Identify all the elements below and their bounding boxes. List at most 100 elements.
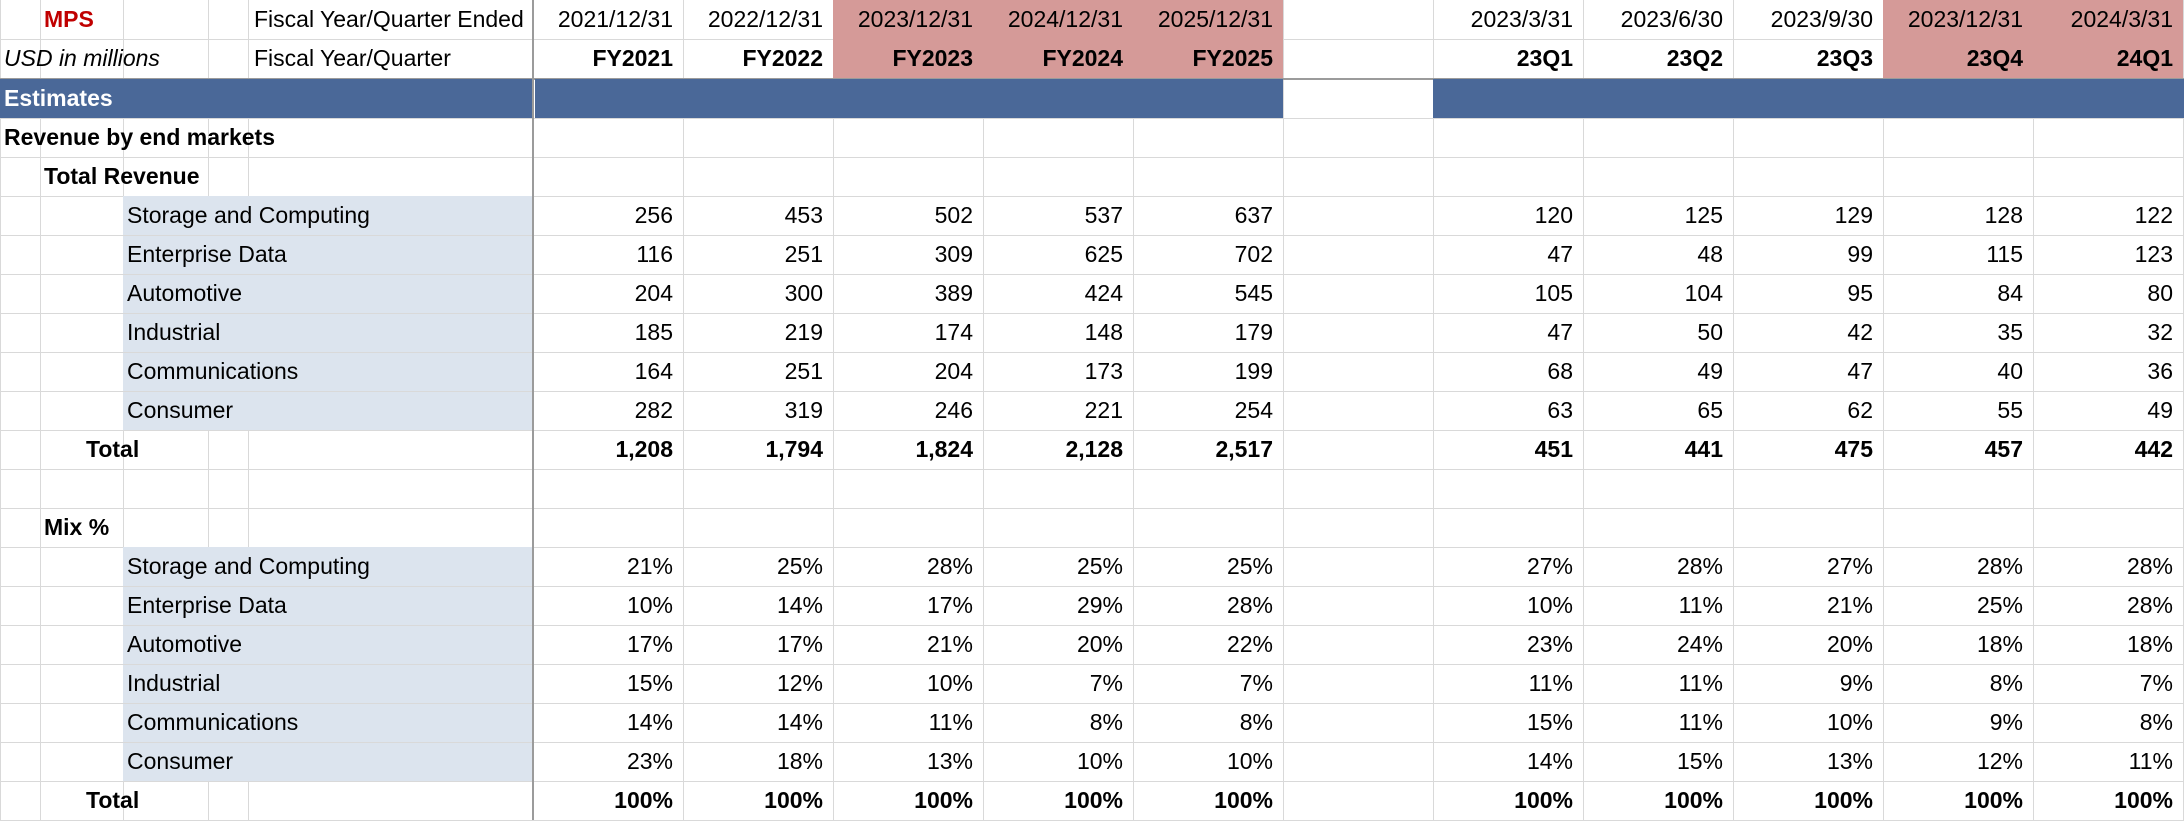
- value-cell[interactable]: 319: [784, 397, 823, 423]
- value-cell[interactable]: 23%: [1526, 631, 1573, 657]
- value-cell[interactable]: 49: [1697, 358, 1723, 384]
- value-cell[interactable]: 29%: [1076, 592, 1123, 618]
- value-cell[interactable]: 204: [934, 358, 973, 384]
- total-value-cell[interactable]: 100%: [614, 787, 673, 813]
- value-cell[interactable]: 105: [1534, 280, 1573, 306]
- value-cell[interactable]: 55: [1997, 397, 2023, 423]
- value-cell[interactable]: 125: [1684, 202, 1723, 228]
- total-value-cell[interactable]: 100%: [914, 787, 973, 813]
- total-value-cell[interactable]: 100%: [2114, 787, 2173, 813]
- total-value-cell[interactable]: 100%: [1964, 787, 2023, 813]
- total-value-cell[interactable]: 100%: [1514, 787, 1573, 813]
- value-cell[interactable]: 49: [2147, 397, 2173, 423]
- value-cell[interactable]: 251: [784, 358, 823, 384]
- value-cell[interactable]: 47: [1847, 358, 1873, 384]
- value-cell[interactable]: 15%: [626, 670, 673, 696]
- value-cell[interactable]: 99: [1847, 241, 1873, 267]
- value-cell[interactable]: 28%: [926, 553, 973, 579]
- value-cell[interactable]: 68: [1547, 358, 1573, 384]
- value-cell[interactable]: 199: [1234, 358, 1273, 384]
- value-cell[interactable]: 9%: [1989, 709, 2023, 735]
- value-cell[interactable]: 11%: [1678, 592, 1723, 618]
- value-cell[interactable]: 23%: [626, 748, 673, 774]
- value-cell[interactable]: 21%: [626, 553, 673, 579]
- column-period-header[interactable]: FY2024: [983, 39, 1133, 78]
- value-cell[interactable]: 251: [784, 241, 823, 267]
- value-cell[interactable]: 65: [1697, 397, 1723, 423]
- value-cell[interactable]: 20%: [1076, 631, 1123, 657]
- value-cell[interactable]: 545: [1234, 280, 1273, 306]
- total-value-cell[interactable]: 1,208: [615, 436, 673, 462]
- total-value-cell[interactable]: 1,824: [915, 436, 973, 462]
- column-period-header[interactable]: FY2021: [592, 45, 673, 71]
- value-cell[interactable]: 702: [1234, 241, 1273, 267]
- value-cell[interactable]: 25%: [1076, 553, 1123, 579]
- value-cell[interactable]: 115: [1986, 241, 2023, 267]
- value-cell[interactable]: 8%: [1089, 709, 1123, 735]
- value-cell[interactable]: 10%: [1226, 748, 1273, 774]
- value-cell[interactable]: 17%: [926, 592, 973, 618]
- value-cell[interactable]: 11%: [1528, 670, 1573, 696]
- column-period-header[interactable]: 23Q3: [1816, 45, 1873, 71]
- total-value-cell[interactable]: 442: [2134, 436, 2173, 462]
- value-cell[interactable]: 282: [634, 397, 673, 423]
- value-cell[interactable]: 256: [634, 202, 673, 228]
- value-cell[interactable]: 14%: [776, 709, 823, 735]
- column-date-header[interactable]: 2023/12/31: [833, 0, 983, 39]
- total-value-cell[interactable]: 100%: [1814, 787, 1873, 813]
- value-cell[interactable]: 80: [2147, 280, 2173, 306]
- value-cell[interactable]: 21%: [926, 631, 973, 657]
- column-date-header[interactable]: 2021/12/31: [557, 6, 673, 32]
- total-value-cell[interactable]: 2,128: [1065, 436, 1123, 462]
- column-date-header[interactable]: 2023/3/31: [1470, 6, 1573, 32]
- value-cell[interactable]: 17%: [626, 631, 673, 657]
- column-period-header[interactable]: 24Q1: [2033, 39, 2183, 78]
- value-cell[interactable]: 17%: [776, 631, 823, 657]
- value-cell[interactable]: 453: [784, 202, 823, 228]
- value-cell[interactable]: 11%: [1678, 670, 1723, 696]
- value-cell[interactable]: 164: [634, 358, 673, 384]
- value-cell[interactable]: 12%: [776, 670, 823, 696]
- total-value-cell[interactable]: 475: [1834, 436, 1873, 462]
- value-cell[interactable]: 625: [1084, 241, 1123, 267]
- value-cell[interactable]: 637: [1234, 202, 1273, 228]
- value-cell[interactable]: 25%: [1976, 592, 2023, 618]
- value-cell[interactable]: 219: [784, 319, 823, 345]
- value-cell[interactable]: 11%: [1678, 709, 1723, 735]
- value-cell[interactable]: 22%: [1226, 631, 1273, 657]
- value-cell[interactable]: 28%: [1226, 592, 1273, 618]
- value-cell[interactable]: 104: [1684, 280, 1723, 306]
- value-cell[interactable]: 309: [934, 241, 973, 267]
- value-cell[interactable]: 8%: [2139, 709, 2173, 735]
- value-cell[interactable]: 128: [1984, 202, 2023, 228]
- value-cell[interactable]: 32: [2147, 319, 2173, 345]
- value-cell[interactable]: 62: [1847, 397, 1873, 423]
- value-cell[interactable]: 18%: [2126, 631, 2173, 657]
- value-cell[interactable]: 14%: [776, 592, 823, 618]
- total-value-cell[interactable]: 451: [1534, 436, 1573, 462]
- value-cell[interactable]: 204: [634, 280, 673, 306]
- value-cell[interactable]: 18%: [776, 748, 823, 774]
- value-cell[interactable]: 122: [2134, 202, 2173, 228]
- value-cell[interactable]: 25%: [1226, 553, 1273, 579]
- value-cell[interactable]: 28%: [2126, 553, 2173, 579]
- value-cell[interactable]: 14%: [626, 709, 673, 735]
- value-cell[interactable]: 11%: [928, 709, 973, 735]
- column-date-header[interactable]: 2022/12/31: [707, 6, 823, 32]
- value-cell[interactable]: 10%: [1076, 748, 1123, 774]
- value-cell[interactable]: 84: [1997, 280, 2023, 306]
- value-cell[interactable]: 18%: [1976, 631, 2023, 657]
- value-cell[interactable]: 116: [636, 241, 673, 267]
- value-cell[interactable]: 28%: [1976, 553, 2023, 579]
- value-cell[interactable]: 8%: [1989, 670, 2023, 696]
- value-cell[interactable]: 389: [934, 280, 973, 306]
- value-cell[interactable]: 35: [1997, 319, 2023, 345]
- value-cell[interactable]: 15%: [1676, 748, 1723, 774]
- value-cell[interactable]: 27%: [1526, 553, 1573, 579]
- column-date-header[interactable]: 2025/12/31: [1133, 0, 1283, 39]
- value-cell[interactable]: 10%: [1526, 592, 1573, 618]
- total-value-cell[interactable]: 100%: [1214, 787, 1273, 813]
- value-cell[interactable]: 15%: [1526, 709, 1573, 735]
- total-value-cell[interactable]: 100%: [1664, 787, 1723, 813]
- total-value-cell[interactable]: 100%: [1064, 787, 1123, 813]
